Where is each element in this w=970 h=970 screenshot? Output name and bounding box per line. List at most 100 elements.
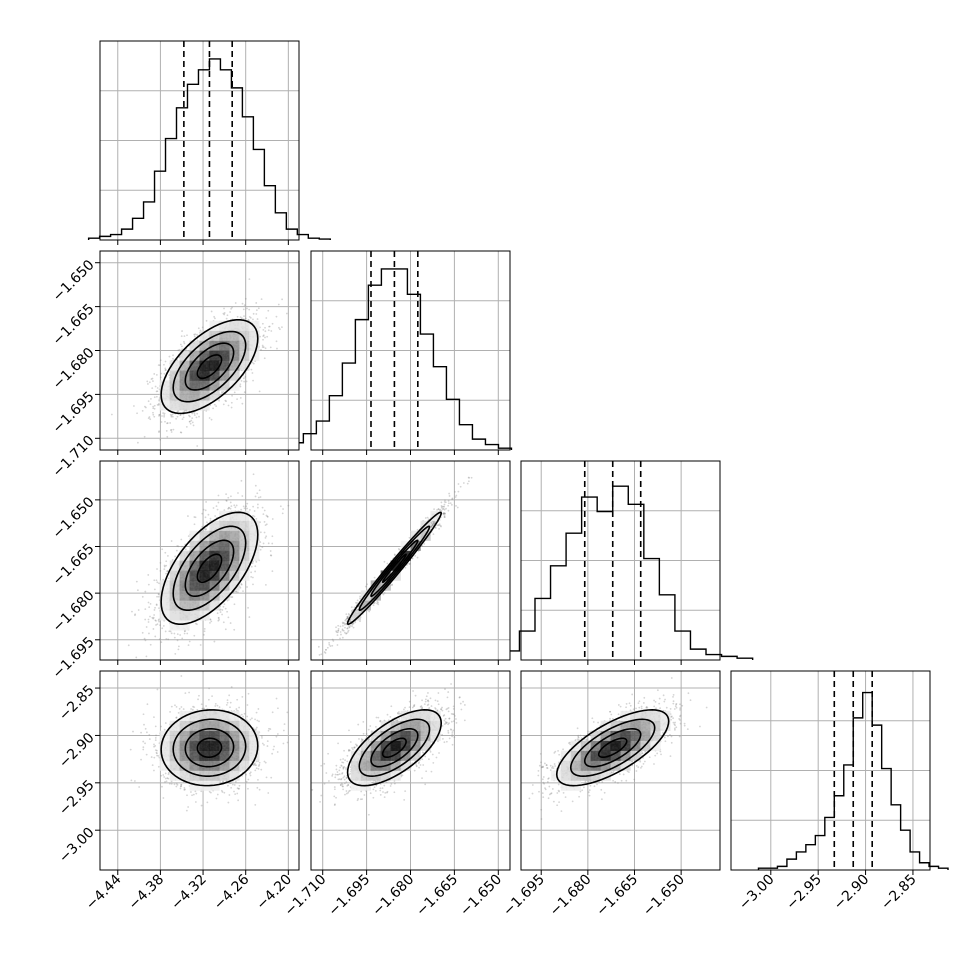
sample-point	[251, 562, 254, 565]
sample-point	[252, 473, 255, 476]
sample-point	[171, 413, 174, 416]
sample-point	[242, 590, 244, 593]
sample-point	[235, 504, 238, 507]
sample-point	[442, 513, 445, 515]
sample-point	[236, 398, 238, 401]
sample-point	[262, 513, 265, 516]
density-cell	[219, 550, 230, 561]
density-cell	[199, 580, 210, 591]
sample-point	[213, 640, 216, 643]
sample-point	[262, 346, 265, 349]
sample-point	[217, 619, 220, 622]
sample-point	[177, 648, 180, 651]
sample-point	[433, 508, 435, 511]
density-cell	[179, 610, 190, 621]
density-cell	[169, 590, 180, 601]
sample-point	[205, 501, 207, 503]
density-cell	[249, 340, 260, 351]
sample-point	[203, 627, 206, 630]
sample-point	[176, 415, 179, 418]
sample-point	[153, 396, 156, 399]
sample-point	[227, 616, 230, 619]
density-cell	[179, 620, 190, 631]
panel-frame	[99, 460, 300, 661]
sample-point	[442, 512, 445, 515]
sample-point	[240, 583, 243, 585]
sample-point	[255, 560, 258, 563]
sample-point	[271, 518, 274, 520]
sample-point	[255, 309, 258, 312]
sample-point	[438, 524, 440, 527]
sample-point	[278, 328, 281, 331]
sample-point	[259, 496, 262, 498]
sample-point	[149, 403, 152, 406]
density-panel	[110, 278, 288, 447]
sample-point	[224, 607, 227, 610]
sample-point	[166, 555, 169, 557]
sample-point	[408, 563, 411, 565]
sample-point	[224, 628, 227, 631]
sample-point	[147, 417, 150, 420]
sample-point	[217, 501, 220, 504]
sample-point	[136, 412, 138, 415]
sample-point	[172, 428, 175, 431]
density-cell	[219, 560, 230, 571]
sample-point	[179, 343, 182, 346]
grid	[311, 461, 510, 660]
sample-point	[181, 418, 184, 421]
density-cell	[209, 560, 220, 571]
sample-point	[170, 540, 173, 542]
sample-point	[231, 306, 233, 309]
sample-point	[151, 387, 154, 390]
sample-point	[270, 330, 273, 332]
sample-point	[201, 526, 204, 528]
sample-point	[161, 548, 164, 551]
sample-point	[391, 583, 394, 586]
sample-point	[188, 640, 191, 643]
sample-point	[261, 346, 264, 348]
density-cell	[199, 380, 210, 391]
sample-point	[181, 545, 183, 548]
sample-point	[196, 412, 199, 415]
sample-point	[179, 414, 182, 417]
density-panel	[127, 473, 290, 663]
sample-point	[164, 367, 167, 370]
sample-point	[223, 312, 226, 314]
sample-point	[201, 512, 204, 515]
sample-point	[149, 661, 151, 663]
sample-point	[240, 583, 243, 586]
density-cell	[169, 360, 180, 371]
sample-point	[204, 516, 207, 519]
sample-point	[218, 618, 221, 621]
sample-point	[183, 630, 186, 632]
sample-point	[223, 307, 225, 310]
sample-point	[252, 560, 255, 563]
sample-point	[163, 565, 166, 568]
sample-point	[197, 327, 200, 330]
density-cell	[179, 560, 190, 571]
sample-point	[242, 377, 245, 380]
sample-point	[248, 278, 251, 281]
sample-point	[165, 637, 168, 640]
sample-point	[169, 422, 172, 424]
sample-point	[263, 531, 266, 534]
sample-point	[188, 414, 190, 417]
density-cell	[159, 600, 170, 611]
sample-point	[207, 513, 210, 516]
sample-point	[152, 411, 154, 414]
sample-point	[202, 508, 205, 511]
density-cell	[189, 350, 200, 361]
sample-point	[239, 383, 242, 386]
sample-point	[253, 515, 256, 518]
sample-point	[260, 348, 262, 351]
sample-point	[141, 410, 144, 412]
grid	[731, 671, 930, 870]
density-cell	[189, 570, 200, 581]
density-cell	[179, 370, 190, 381]
sample-point	[158, 399, 161, 402]
sample-point	[152, 380, 154, 382]
sample-point	[147, 621, 150, 623]
sample-point	[149, 643, 152, 646]
sample-point	[163, 412, 166, 415]
sample-point	[267, 309, 270, 312]
